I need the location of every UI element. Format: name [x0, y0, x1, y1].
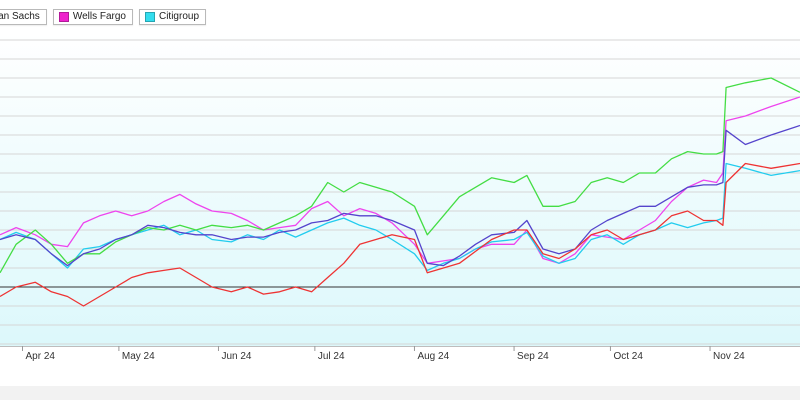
x-tick-label: Sep 24: [517, 351, 549, 362]
legend-label: Citigroup: [158, 11, 200, 22]
plot-background: [0, 33, 800, 346]
legend-item-goldman-sachs[interactable]: ldman Sachs: [0, 9, 47, 25]
legend-item-wells-fargo[interactable]: Wells Fargo: [52, 9, 133, 25]
x-tick-label: Apr 24: [25, 351, 55, 362]
x-tick-label: May 24: [122, 351, 155, 362]
series-line-ee3333: [0, 162, 800, 307]
legend-swatch: [144, 12, 155, 22]
x-tick-label: Aug 24: [417, 351, 449, 362]
legend-label: Wells Fargo: [72, 11, 126, 22]
series-line-5544cc: [0, 124, 800, 267]
legend-swatch: [58, 12, 69, 22]
series-group: [0, 77, 800, 307]
x-axis: Apr 24 May 24 Jun 24 Jul 24 Aug 24 Sep 24 Oct …: [21, 346, 745, 362]
x-tick-label: Jul 24: [318, 351, 345, 362]
grid: [0, 39, 800, 345]
x-tick-label: Nov 24: [713, 351, 745, 362]
x-tick-label: Jun 24: [221, 351, 251, 362]
legend: ldman Sachs Wells Fargo Citigroup: [0, 9, 207, 25]
legend-label: ldman Sachs: [0, 11, 40, 22]
legend-item-citigroup[interactable]: Citigroup: [138, 9, 207, 25]
x-tick-label: Oct 24: [613, 351, 643, 362]
series-line-wells-fargo: [0, 96, 800, 264]
footer-bar: [0, 386, 800, 400]
